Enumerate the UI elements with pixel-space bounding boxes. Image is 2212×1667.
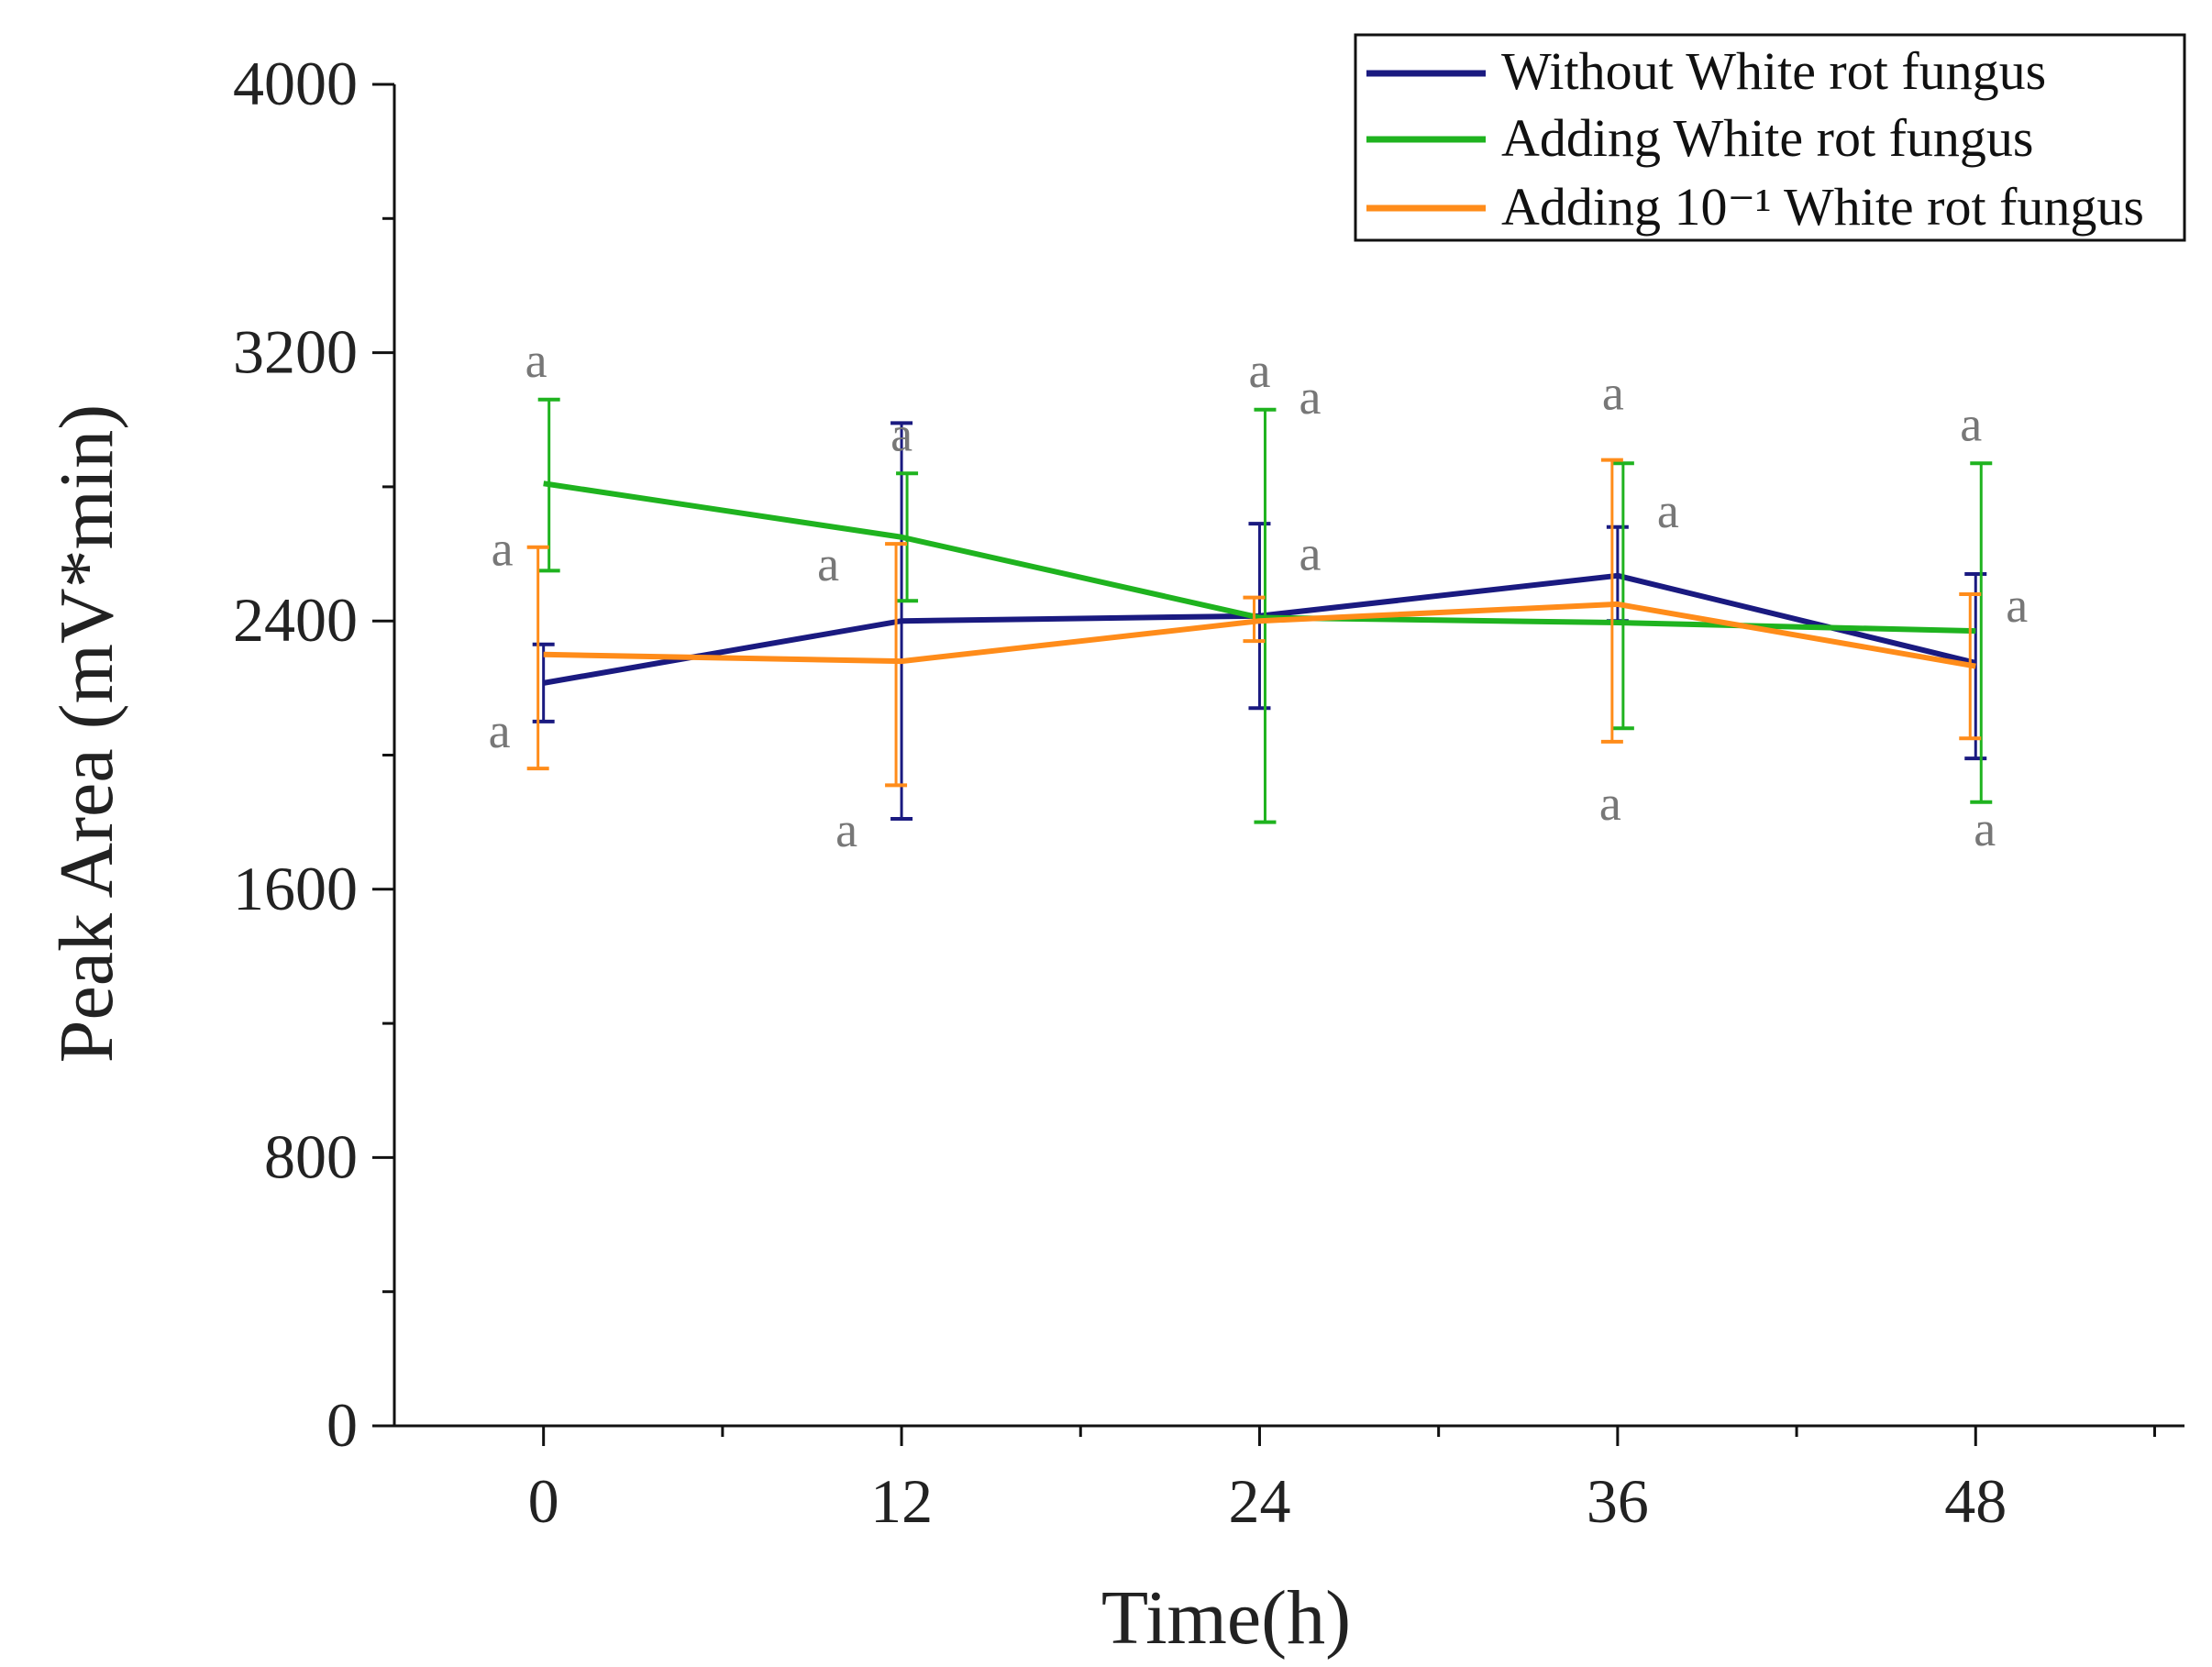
significance-label: a: [1602, 366, 1624, 421]
significance-label: a: [1248, 343, 1270, 398]
y-tick-label: 1600: [233, 854, 358, 923]
y-tick-label: 3200: [233, 317, 358, 387]
x-axis-title: Time(h): [1101, 1575, 1351, 1661]
significance-label: a: [835, 802, 857, 857]
x-tick-label: 0: [528, 1466, 559, 1536]
significance-label: a: [492, 522, 514, 577]
series-line: [543, 601, 1976, 669]
x-tick-label: 48: [1944, 1466, 2007, 1536]
legend-box: [1354, 33, 2186, 242]
x-tick-label: 12: [870, 1466, 933, 1536]
significance-label: a: [1960, 396, 1982, 451]
y-axis-title: Peak Area (mV*min): [44, 404, 129, 1063]
significance-label: a: [1299, 370, 1321, 425]
x-tick-label: 36: [1587, 1466, 1649, 1536]
y-tick-label: 2400: [233, 585, 358, 655]
legend-label-adding: Adding White rot fungus: [1501, 108, 2033, 168]
significance-label: a: [489, 703, 511, 758]
significance-label: a: [1299, 526, 1321, 581]
legend-label-adding-diluted: Adding 10⁻¹ White rot fungus: [1501, 177, 2144, 237]
significance-label: a: [2006, 578, 2028, 633]
significance-label: a: [817, 536, 839, 591]
y-tick-label: 0: [326, 1390, 358, 1460]
significance-label: a: [890, 406, 912, 461]
series-2: a a a a a: [492, 366, 2028, 788]
x-tick-label: 24: [1228, 1466, 1290, 1536]
y-tick-label: 800: [264, 1121, 358, 1191]
significance-label: a: [1974, 801, 1996, 856]
significance-label: a: [1599, 776, 1621, 831]
legend: Without White rot fungus Adding White ro…: [1354, 33, 2186, 242]
legend-label-without: Without White rot fungus: [1501, 41, 2046, 101]
y-tick-label: 4000: [233, 49, 358, 118]
significance-label: a: [1657, 483, 1679, 538]
significance-label: a: [525, 333, 547, 388]
